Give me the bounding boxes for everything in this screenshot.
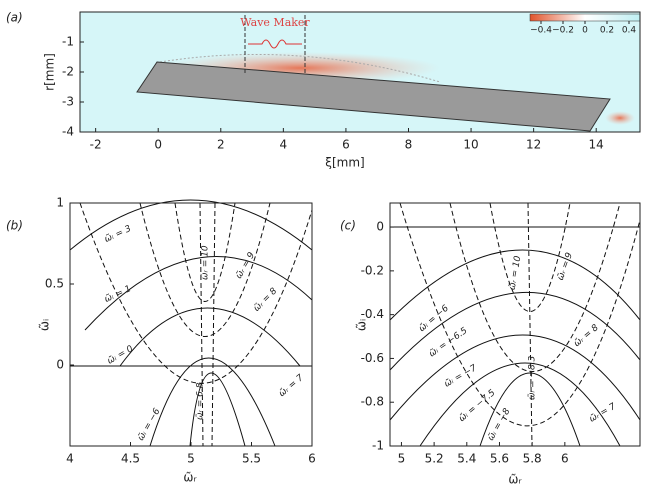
contour-label: ω̃ᵢ = −6.5 (427, 326, 469, 360)
colorbar-tick-label: −0.4 (530, 26, 552, 36)
contours (69, 199, 313, 447)
colorbar-tick-label: 0 (582, 26, 588, 36)
colorbar (529, 13, 641, 22)
contour-label: ω̃ᵣ = 10 (508, 255, 524, 291)
contour-label: ω̃ᵣ = 8 (252, 286, 280, 314)
plate (136, 61, 611, 132)
x-tick-label: 2 (217, 138, 225, 152)
x-tick-label: 5.4 (457, 452, 476, 466)
x-tick-label: 4 (280, 138, 288, 152)
y-tick-label: -0.8 (361, 395, 384, 409)
contour-label: ω̃ᵣ = 10 (201, 245, 211, 280)
x-axis-label: ω̃ᵣ (183, 471, 197, 485)
y-axis-label: r[mm] (43, 53, 57, 91)
y-tick-label: -3 (62, 95, 74, 109)
contour-label: ω̃ᵢ = −6 (136, 407, 163, 443)
x-tick-label: 6 (561, 452, 569, 466)
colorbar-tick-label: −0.2 (552, 26, 574, 36)
contour-label: ω̃ᵢ = 1 (103, 284, 133, 305)
y-tick-label: 1 (56, 196, 64, 210)
contour-label: ω̃ᵢ = −8 (486, 407, 513, 443)
contour-label: ω̃ᵢ = 3 (103, 224, 133, 245)
boundary (159, 53, 441, 83)
x-tick-label: 14 (589, 138, 604, 152)
y-tick-label: 0 (56, 358, 64, 372)
y-tick-label: -1 (372, 439, 384, 453)
y-tick-label: 0.5 (45, 277, 64, 291)
x-tick-label: 4 (66, 452, 74, 466)
wave-field (605, 111, 635, 125)
axes-frame (389, 202, 641, 447)
x-tick-label: 5.6 (490, 452, 509, 466)
y-tick-label: -4 (62, 125, 74, 139)
x-axis-label: ω̃ᵣ (508, 473, 522, 487)
contour-label: ω̃ᵢ = −8.3 (528, 355, 538, 400)
x-tick-label: 0 (154, 138, 162, 152)
contour-label: ω̃ᵣ = 7 (588, 402, 618, 425)
x-tick-label: 5.5 (242, 452, 261, 466)
y-tick-label: -2 (62, 65, 74, 79)
y-tick-label: -0.4 (361, 307, 384, 321)
x-tick-label: 5.8 (523, 452, 542, 466)
x-tick-label: 6 (308, 452, 316, 466)
contour-label: ω̃ᵣ = 7 (277, 373, 306, 399)
x-tick-label: 8 (405, 138, 413, 152)
contour-label: ω̃ᵢ = −7 (443, 363, 479, 390)
y-tick-label: -1 (62, 35, 74, 49)
panel-label: (b) (6, 219, 23, 233)
contour-label: ω̃ᵣ = 6.8 (196, 382, 206, 420)
colorbar-tick-label: 0.4 (622, 26, 637, 36)
panel-label: (a) (6, 11, 23, 25)
x-tick-label: 10 (463, 138, 478, 152)
y-tick-label: -0.2 (361, 263, 384, 277)
x-tick-label: 5.2 (425, 452, 444, 466)
x-tick-label: -2 (90, 138, 102, 152)
annotation: Wave Maker (240, 16, 310, 29)
contours (389, 202, 641, 447)
x-axis-label: ξ[mm] (325, 156, 364, 170)
colorbar-tick-label: 0.2 (600, 26, 614, 36)
y-axis-label: ω̃ᵢ (355, 319, 369, 331)
x-tick-label: 5 (187, 452, 195, 466)
x-tick-label: 12 (526, 138, 541, 152)
y-tick-label: 0 (376, 220, 384, 234)
x-tick-label: 6 (342, 138, 350, 152)
y-tick-label: -0.6 (361, 351, 384, 365)
wave-maker-icon (248, 39, 302, 49)
x-tick-label: 4.5 (121, 452, 140, 466)
contour-label: ω̃ᵢ = 0 (106, 344, 136, 367)
contour-label: ω̃ᵣ = 9 (234, 251, 257, 281)
panel-label: (c) (340, 219, 356, 233)
x-tick-label: 5 (398, 452, 406, 466)
y-axis-label: ω̃ᵢ (38, 319, 52, 331)
